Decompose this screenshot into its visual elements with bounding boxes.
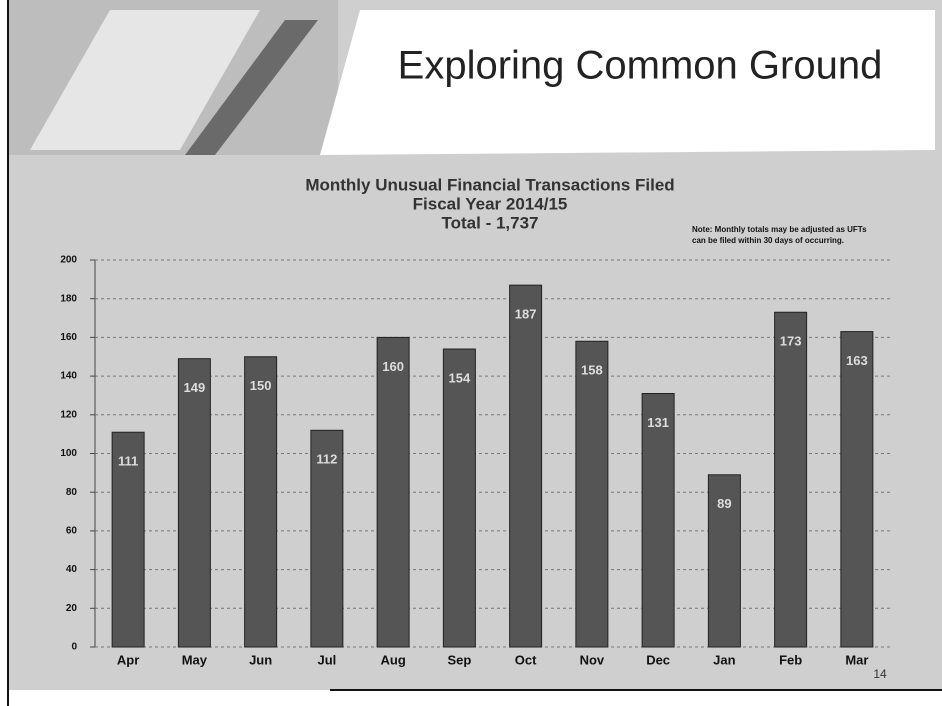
x-tick-label: May xyxy=(182,652,208,667)
y-tick-label: 160 xyxy=(60,332,77,343)
x-tick-label: Oct xyxy=(515,652,537,667)
y-tick-label: 140 xyxy=(60,371,77,382)
y-tick-label: 60 xyxy=(66,526,78,537)
x-tick-label: Mar xyxy=(845,652,868,667)
value-label: 173 xyxy=(780,334,802,349)
x-tick-label: Nov xyxy=(580,652,605,667)
bar xyxy=(245,357,277,647)
bar xyxy=(510,285,542,647)
bar xyxy=(443,349,475,647)
y-tick-label: 100 xyxy=(60,448,77,459)
value-label: 131 xyxy=(647,415,669,430)
value-label: 158 xyxy=(581,363,603,378)
value-label: 160 xyxy=(382,359,404,374)
y-tick-label: 200 xyxy=(60,255,77,266)
chart-note: can be filed within 30 days of occurring… xyxy=(692,236,844,245)
y-tick-label: 80 xyxy=(66,487,78,498)
chart-note: Note: Monthly totals may be adjusted as … xyxy=(692,225,867,234)
chart-total: Total - 1,737 xyxy=(442,213,539,232)
x-tick-label: Jul xyxy=(317,652,336,667)
value-label: 154 xyxy=(449,370,471,385)
y-tick-label: 180 xyxy=(60,293,77,304)
bar xyxy=(377,337,409,647)
value-label: 187 xyxy=(515,307,537,322)
y-tick-label: 120 xyxy=(60,409,77,420)
bar xyxy=(841,332,873,647)
slide: Exploring Common Ground Monthly Unusual … xyxy=(0,0,942,706)
x-tick-label: Feb xyxy=(779,652,802,667)
slide-title: Exploring Common Ground xyxy=(398,44,883,88)
value-label: 89 xyxy=(717,496,731,511)
x-tick-label: Apr xyxy=(117,652,139,667)
bar xyxy=(576,341,608,647)
chart-subtitle: Fiscal Year 2014/15 xyxy=(413,194,568,213)
value-label: 149 xyxy=(184,380,206,395)
bar xyxy=(178,359,210,647)
x-tick-label: Jun xyxy=(249,652,272,667)
value-label: 112 xyxy=(316,452,337,467)
bar xyxy=(642,394,674,647)
y-tick-label: 20 xyxy=(66,603,78,614)
y-tick-label: 40 xyxy=(66,564,78,575)
value-label: 150 xyxy=(250,378,272,393)
x-tick-label: Aug xyxy=(380,652,405,667)
page-number: 14 xyxy=(873,667,887,681)
x-tick-label: Dec xyxy=(646,652,670,667)
value-label: 111 xyxy=(118,454,138,469)
chart-title: Monthly Unusual Financial Transactions F… xyxy=(305,175,674,194)
y-tick-label: 0 xyxy=(71,642,77,653)
page: {"header": {"title": "Exploring Common G… xyxy=(0,0,942,706)
x-tick-label: Sep xyxy=(447,652,471,667)
value-label: 163 xyxy=(846,353,868,368)
x-tick-label: Jan xyxy=(713,652,735,667)
bar xyxy=(775,312,807,647)
